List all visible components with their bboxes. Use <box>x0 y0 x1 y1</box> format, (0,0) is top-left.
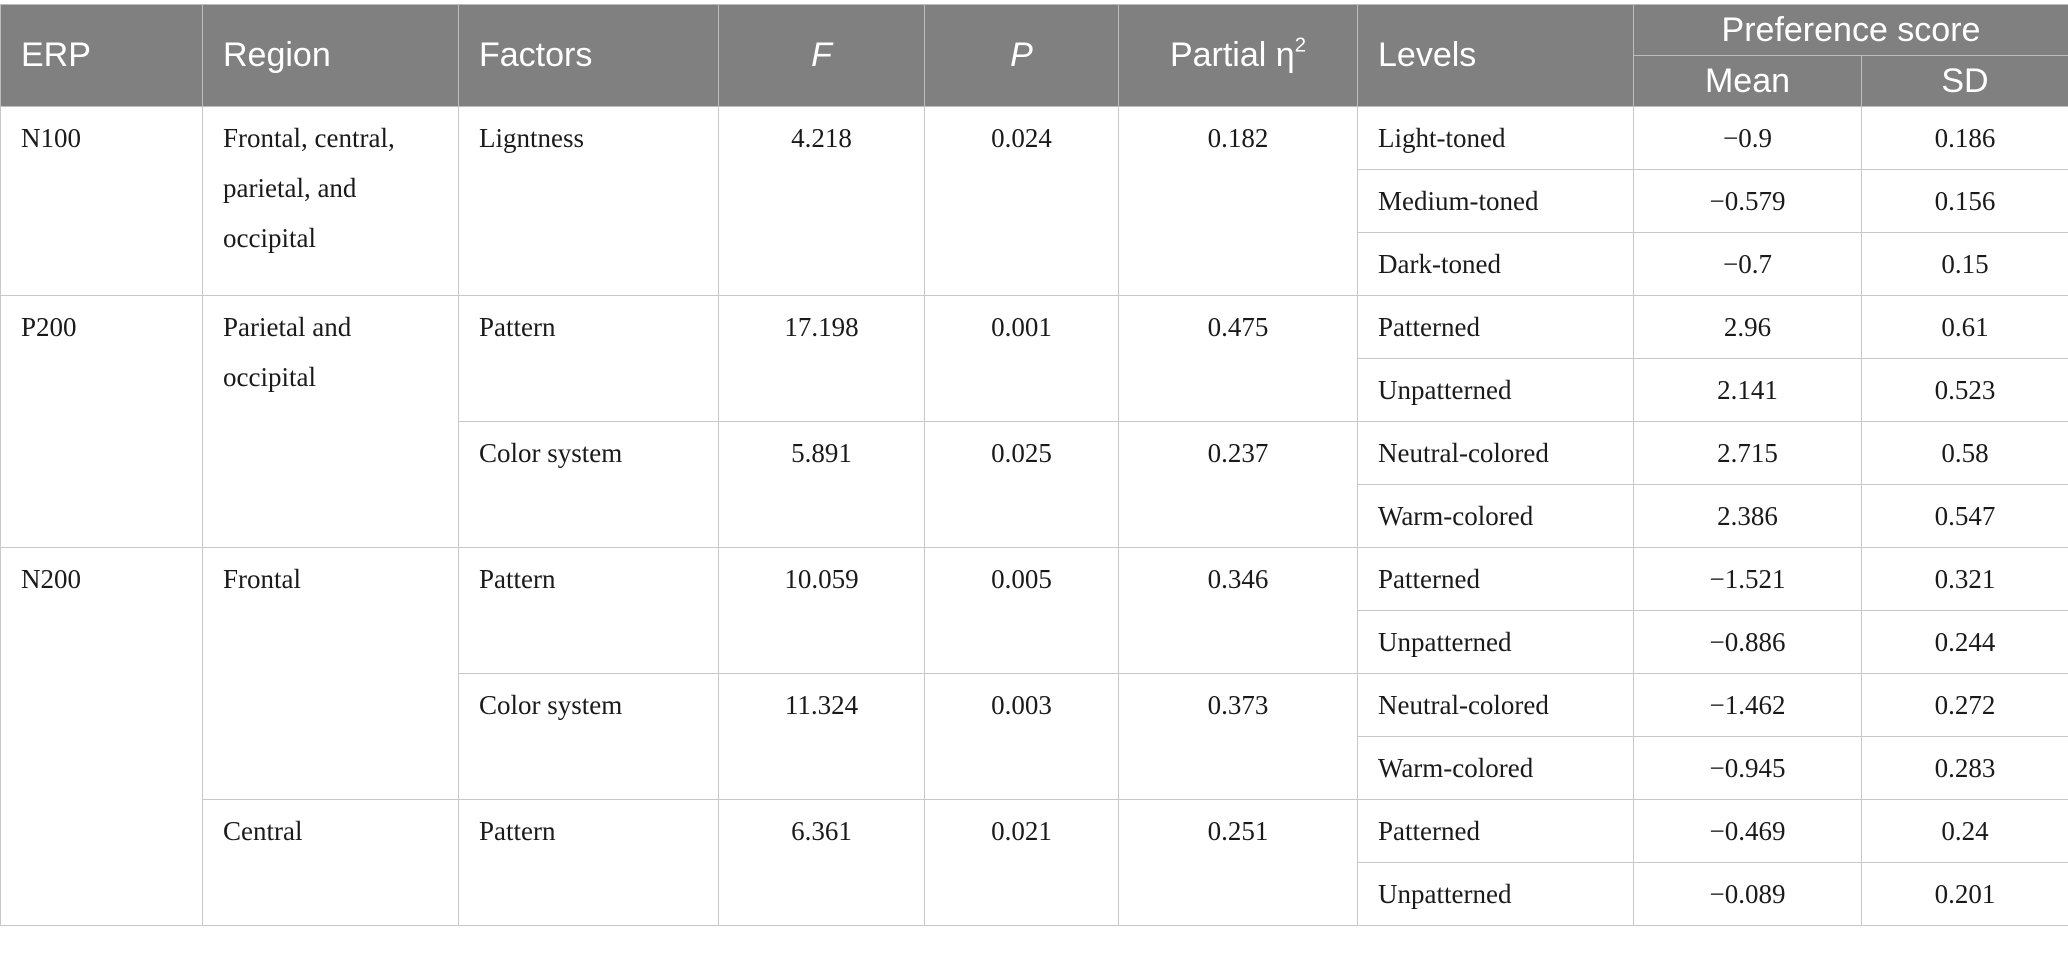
header-mean: Mean <box>1633 55 1862 107</box>
sd-cell: 0.24 <box>1861 799 2068 863</box>
factor-cell: Pattern <box>458 295 719 422</box>
mean-cell: 2.141 <box>1633 358 1862 422</box>
mean-cell: −1.462 <box>1633 673 1862 737</box>
level-cell: Unpatterned <box>1357 862 1634 926</box>
sd-cell: 0.61 <box>1861 295 2068 359</box>
sd-cell: 0.523 <box>1861 358 2068 422</box>
level-cell: Light-toned <box>1357 106 1634 170</box>
eta-cell: 0.237 <box>1118 421 1358 548</box>
factor-cell: Color system <box>458 421 719 548</box>
p-cell: 0.024 <box>924 106 1119 296</box>
eta-cell: 0.346 <box>1118 547 1358 674</box>
sd-cell: 0.58 <box>1861 421 2068 485</box>
region-cell: Central <box>202 799 459 926</box>
level-cell: Dark-toned <box>1357 232 1634 296</box>
table-row: Color system 5.891 0.025 0.237 Neutral-c… <box>1 421 2068 548</box>
factor-cell: Pattern <box>458 547 719 674</box>
p-cell: 0.005 <box>924 547 1119 674</box>
sd-cell: 0.15 <box>1861 232 2068 296</box>
f-cell: 6.361 <box>718 799 925 926</box>
factor-cell: Ligntness <box>458 106 719 296</box>
results-table: ERP Region Factors F P Partial η2 Levels… <box>0 4 2068 926</box>
table-row: Unpatterned −0.089 0.201 <box>1 862 2068 926</box>
region-cell: Parietal and occipital <box>202 295 459 548</box>
mean-cell: −0.886 <box>1633 610 1862 674</box>
sd-cell: 0.156 <box>1861 169 2068 233</box>
level-cell: Neutral-colored <box>1357 673 1634 737</box>
table-row: Central Pattern 6.361 0.021 0.251 Patter… <box>1 799 2068 926</box>
mean-cell: −0.945 <box>1633 736 1862 800</box>
table-row: N200 Frontal Pattern 10.059 0.005 0.346 … <box>0 547 2068 926</box>
header-partial-eta-sup: 2 <box>1294 34 1307 57</box>
p-cell: 0.025 <box>924 421 1119 548</box>
region-cell: Frontal <box>202 547 459 800</box>
level-cell: Warm-colored <box>1357 484 1634 548</box>
header-p: P <box>924 4 1119 107</box>
f-cell: 4.218 <box>718 106 925 296</box>
f-cell: 5.891 <box>718 421 925 548</box>
mean-cell: −0.089 <box>1633 862 1862 926</box>
f-cell: 17.198 <box>718 295 925 422</box>
sd-cell: 0.244 <box>1861 610 2068 674</box>
header-region: Region <box>202 4 459 107</box>
table-row: Color system 11.324 0.003 0.373 Neutral-… <box>1 673 2068 800</box>
eta-cell: 0.251 <box>1118 799 1358 926</box>
table-row: Warm-colored 2.386 0.547 <box>1 484 2068 548</box>
erp-cell: P200 <box>0 295 203 548</box>
table-row: N100 Frontal, central, parietal, and occ… <box>0 106 2068 296</box>
mean-cell: −0.469 <box>1633 799 1862 863</box>
p-cell: 0.003 <box>924 673 1119 800</box>
table-row: Unpatterned −0.886 0.244 <box>1 610 2068 674</box>
factor-cell: Pattern <box>458 799 719 926</box>
mean-cell: 2.386 <box>1633 484 1862 548</box>
mean-cell: −0.7 <box>1633 232 1862 296</box>
level-cell: Medium-toned <box>1357 169 1634 233</box>
level-cell: Unpatterned <box>1357 358 1634 422</box>
p-cell: 0.021 <box>924 799 1119 926</box>
erp-cell: N100 <box>0 106 203 296</box>
mean-cell: −0.9 <box>1633 106 1862 170</box>
header-preference-score: Preference score <box>1633 4 2068 56</box>
f-cell: 10.059 <box>718 547 925 674</box>
sd-cell: 0.201 <box>1861 862 2068 926</box>
header-partial-eta: Partial η2 <box>1118 4 1358 107</box>
level-cell: Unpatterned <box>1357 610 1634 674</box>
eta-cell: 0.373 <box>1118 673 1358 800</box>
factor-cell: Color system <box>458 673 719 800</box>
f-cell: 11.324 <box>718 673 925 800</box>
level-cell: Patterned <box>1357 547 1634 611</box>
eta-cell: 0.475 <box>1118 295 1358 422</box>
sd-cell: 0.283 <box>1861 736 2068 800</box>
region-cell: Frontal, central, parietal, and occipita… <box>202 106 459 296</box>
header-levels: Levels <box>1357 4 1634 107</box>
header-f: F <box>718 4 925 107</box>
level-cell: Patterned <box>1357 799 1634 863</box>
header-factors: Factors <box>458 4 719 107</box>
level-cell: Warm-colored <box>1357 736 1634 800</box>
table-row: P200 Parietal and occipital Pattern 17.1… <box>0 295 2068 548</box>
mean-cell: 2.715 <box>1633 421 1862 485</box>
mean-cell: −0.579 <box>1633 169 1862 233</box>
sd-cell: 0.186 <box>1861 106 2068 170</box>
table-row: Medium-toned −0.579 0.156 <box>1 169 2068 233</box>
sd-cell: 0.272 <box>1861 673 2068 737</box>
mean-cell: −1.521 <box>1633 547 1862 611</box>
level-cell: Patterned <box>1357 295 1634 359</box>
header-sd: SD <box>1861 55 2068 107</box>
p-cell: 0.001 <box>924 295 1119 422</box>
header-erp: ERP <box>0 4 203 107</box>
level-cell: Neutral-colored <box>1357 421 1634 485</box>
mean-cell: 2.96 <box>1633 295 1862 359</box>
eta-cell: 0.182 <box>1118 106 1358 296</box>
sd-cell: 0.547 <box>1861 484 2068 548</box>
sd-cell: 0.321 <box>1861 547 2068 611</box>
header-partial-eta-label: Partial η <box>1169 36 1295 74</box>
erp-cell: N200 <box>0 547 203 926</box>
